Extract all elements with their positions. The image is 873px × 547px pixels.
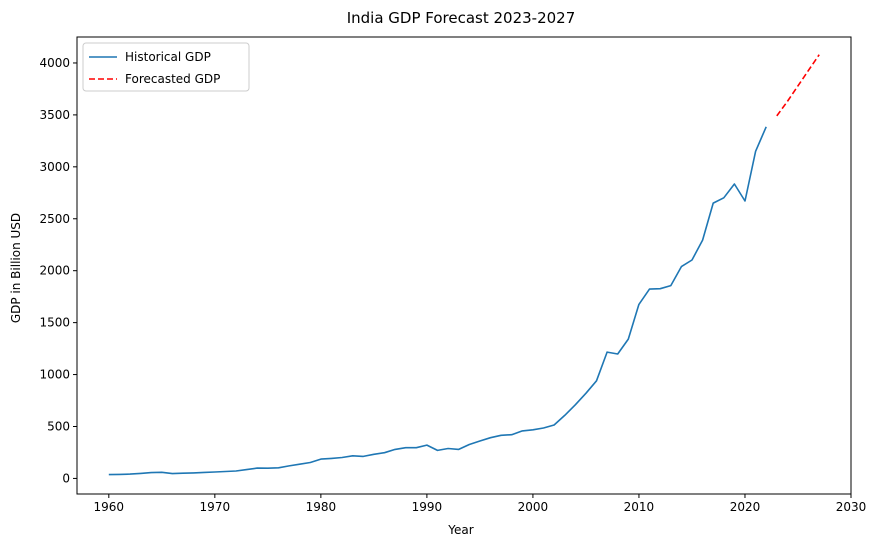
- x-tick-label: 2020: [730, 500, 761, 514]
- series-line-forecasted: [776, 54, 820, 117]
- series-line-historical: [108, 126, 767, 476]
- legend: Historical GDP Forecasted GDP: [82, 42, 250, 92]
- y-tick-label: 500: [47, 419, 70, 433]
- y-tick-label: 3500: [39, 108, 70, 122]
- legend-box: [82, 42, 250, 92]
- x-tick-label: 2030: [836, 500, 867, 514]
- x-tick-label: 1970: [200, 500, 231, 514]
- x-tick-label: 1960: [94, 500, 125, 514]
- legend-label: Forecasted GDP: [125, 72, 220, 86]
- y-tick-label: 4000: [39, 56, 70, 70]
- y-tick-label: 2000: [39, 264, 70, 278]
- x-tick-label: 2010: [624, 500, 655, 514]
- y-axis-label: GDP in Billion USD: [9, 213, 23, 323]
- y-tick-label: 3000: [39, 160, 70, 174]
- x-tick-label: 1990: [412, 500, 443, 514]
- y-tick-label: 2500: [39, 212, 70, 226]
- y-tick-label: 1500: [39, 316, 70, 330]
- axes-frame: [76, 36, 852, 495]
- x-tick-label: 1980: [306, 500, 337, 514]
- x-axis-label: Year: [447, 523, 473, 537]
- chart-title: India GDP Forecast 2023-2027: [347, 9, 576, 27]
- legend-label: Historical GDP: [125, 50, 211, 64]
- x-tick-label: 2000: [518, 500, 549, 514]
- y-tick-label: 0: [62, 471, 70, 485]
- y-tick-label: 1000: [39, 368, 70, 382]
- plot-area: 1960 1970 1980 1990 2000 2010 2020 2030 0 500 1000…: [39, 36, 867, 514]
